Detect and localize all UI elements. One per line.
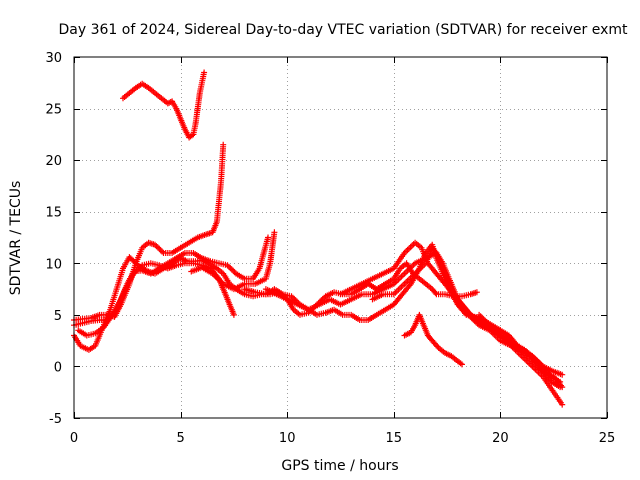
y-tick-label: -5	[49, 412, 62, 427]
series-2	[71, 141, 227, 323]
data-point	[432, 248, 439, 255]
x-tick-label: 10	[279, 431, 296, 446]
data-point	[473, 289, 480, 296]
series-12	[120, 69, 208, 141]
series-9	[369, 244, 566, 408]
series-11	[476, 311, 566, 378]
y-tick-label: 25	[45, 103, 62, 118]
y-tick-label: 15	[45, 206, 62, 221]
x-tick-label: 25	[599, 431, 616, 446]
data-point	[159, 248, 166, 255]
data-point	[230, 311, 237, 318]
data-point	[459, 361, 465, 368]
x-tick-label: 0	[70, 431, 78, 446]
y-axis-label: SDTVAR / TECUs	[8, 181, 24, 296]
x-tick-label: 20	[492, 431, 509, 446]
x-tick-label: 15	[386, 431, 403, 446]
axis-ticks: 0 5 10 15 20 25 -5 0 5 10 15 20 25 30	[45, 51, 615, 446]
y-tick-label: 10	[45, 257, 62, 272]
data-point	[432, 289, 439, 296]
x-tick-label: 5	[176, 431, 184, 446]
y-tick-label: 5	[54, 309, 62, 324]
data-layer	[71, 69, 566, 408]
plot-frame	[73, 56, 608, 419]
data-point	[265, 234, 271, 241]
chart-title: Day 361 of 2024, Sidereal Day-to-day VTE…	[59, 22, 629, 38]
series-4	[75, 234, 271, 339]
data-point	[271, 229, 278, 236]
y-tick-label: 20	[45, 154, 62, 169]
data-point	[559, 384, 566, 391]
y-tick-label: 30	[45, 51, 62, 66]
y-tick-label: 0	[54, 360, 62, 375]
data-point	[559, 371, 566, 378]
data-point	[220, 141, 227, 148]
data-point	[559, 401, 566, 408]
data-point	[201, 69, 208, 76]
series-10	[401, 311, 465, 368]
series-5	[188, 229, 278, 293]
x-axis-label: GPS time / hours	[281, 458, 398, 474]
